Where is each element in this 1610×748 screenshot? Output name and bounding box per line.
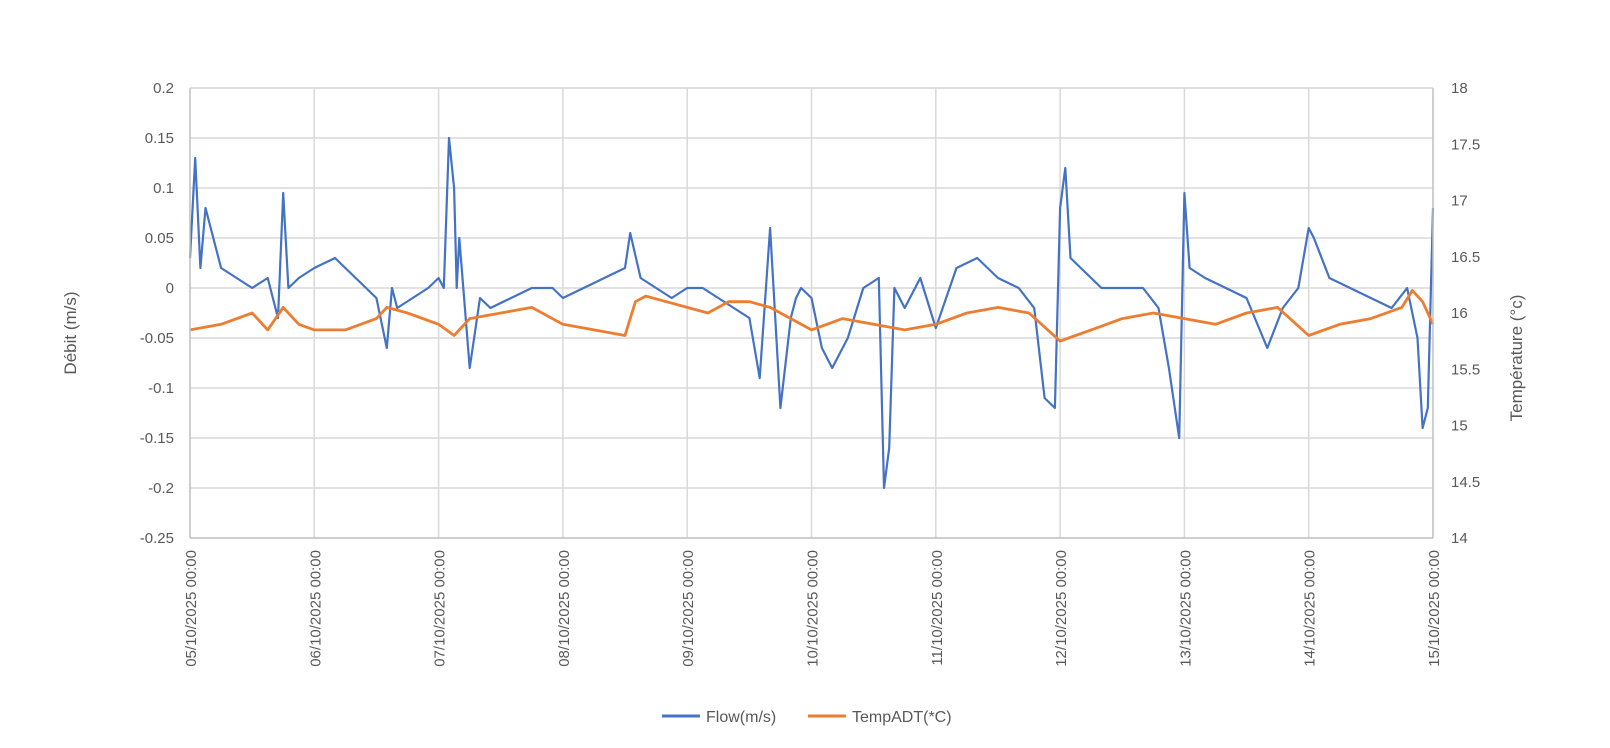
series-line-temperature: [189, 289, 1435, 343]
y-tick-label-right: 14: [1451, 530, 1468, 547]
x-tick-label: 15/10/2025 00:00: [1426, 550, 1443, 667]
x-tick-label: 09/10/2025 00:00: [680, 550, 697, 667]
y-tick-label-right: 18: [1451, 80, 1468, 97]
x-tick-label: 11/10/2025 00:00: [929, 550, 946, 666]
gridlines: [190, 87, 1433, 538]
y-tick-label-left: -0.25: [140, 530, 174, 547]
legend-label-temp: TempADT(*C): [852, 709, 952, 726]
y-tick-label-right: 17.5: [1451, 136, 1480, 153]
y-tick-label-right: 16: [1451, 305, 1468, 322]
y-tick-label-left: -0.1: [148, 380, 174, 397]
x-tick-label: 07/10/2025 00:00: [432, 550, 449, 667]
y-tick-label-left: 0.1: [153, 180, 174, 197]
y-tick-label-right: 15.5: [1451, 361, 1480, 378]
x-tick-label: 12/10/2025 00:00: [1053, 550, 1070, 667]
y-tick-label-left: 0: [166, 280, 174, 297]
y-tick-label-right: 14.5: [1451, 474, 1480, 491]
x-tick-label: 06/10/2025 00:00: [307, 550, 324, 667]
y-tick-label-right: 16.5: [1451, 249, 1480, 266]
y-axis-left-title: Débit (m/s): [61, 291, 80, 374]
x-tick-label: 13/10/2025 00:00: [1177, 550, 1194, 667]
y-tick-label-left: -0.05: [140, 330, 174, 347]
y-tick-label-left: -0.15: [140, 430, 174, 447]
tick-labels: 0.2 0.15 0.1 0.05 0 -0.05 -0.1 -0.15 -0.2 -0.25 18…: [140, 80, 1480, 667]
y-tick-label-left: -0.2: [148, 480, 174, 497]
series-line-flow: [188, 136, 1435, 490]
y-axis-right-title: Température (°c): [1507, 295, 1526, 422]
y-tick-label-left: 0.05: [145, 230, 174, 247]
x-tick-label: 10/10/2025 00:00: [805, 550, 822, 667]
y-tick-label-right: 17: [1451, 193, 1468, 210]
x-tick-label: 14/10/2025 00:00: [1302, 550, 1319, 667]
x-tick-label: 05/10/2025 00:00: [183, 550, 200, 667]
x-tick-label: 08/10/2025 00:00: [556, 550, 573, 667]
y-tick-label-left: 0.2: [153, 80, 174, 97]
y-tick-label-left: 0.15: [145, 130, 174, 147]
series-layer: [188, 136, 1435, 490]
axes: [189, 87, 1434, 539]
y-tick-label-right: 15: [1451, 418, 1468, 435]
legend-label-flow: Flow(m/s): [706, 709, 776, 726]
legend: Flow(m/s) TempADT(*C): [662, 709, 952, 726]
